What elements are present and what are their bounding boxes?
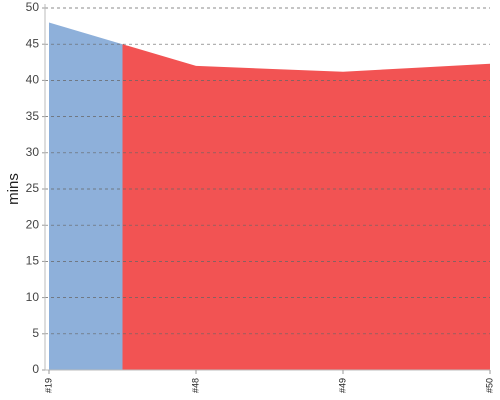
x-tick-label: #50 bbox=[484, 378, 494, 393]
y-axis-label: mins bbox=[5, 173, 22, 205]
x-tick-label: #49 bbox=[337, 378, 347, 393]
y-tick-label: 40 bbox=[26, 73, 40, 87]
x-tick-label: #19 bbox=[43, 378, 53, 393]
y-tick-label: 30 bbox=[26, 145, 40, 159]
y-tick-label: 35 bbox=[26, 109, 40, 123]
area-segment bbox=[416, 63, 490, 371]
area-segment bbox=[49, 22, 123, 370]
y-tick-label: 20 bbox=[26, 217, 40, 231]
area-segment bbox=[122, 44, 270, 370]
y-tick-label: 25 bbox=[26, 181, 40, 195]
y-tick-label: 10 bbox=[26, 290, 40, 304]
y-tick-label: 0 bbox=[32, 362, 39, 376]
x-tick-label: #48 bbox=[190, 378, 200, 393]
y-tick-label: 45 bbox=[26, 36, 40, 50]
y-tick-label: 15 bbox=[26, 254, 40, 268]
y-tick-label: 50 bbox=[26, 0, 40, 14]
y-tick-label: 5 bbox=[32, 326, 39, 340]
area-segment bbox=[269, 67, 417, 370]
